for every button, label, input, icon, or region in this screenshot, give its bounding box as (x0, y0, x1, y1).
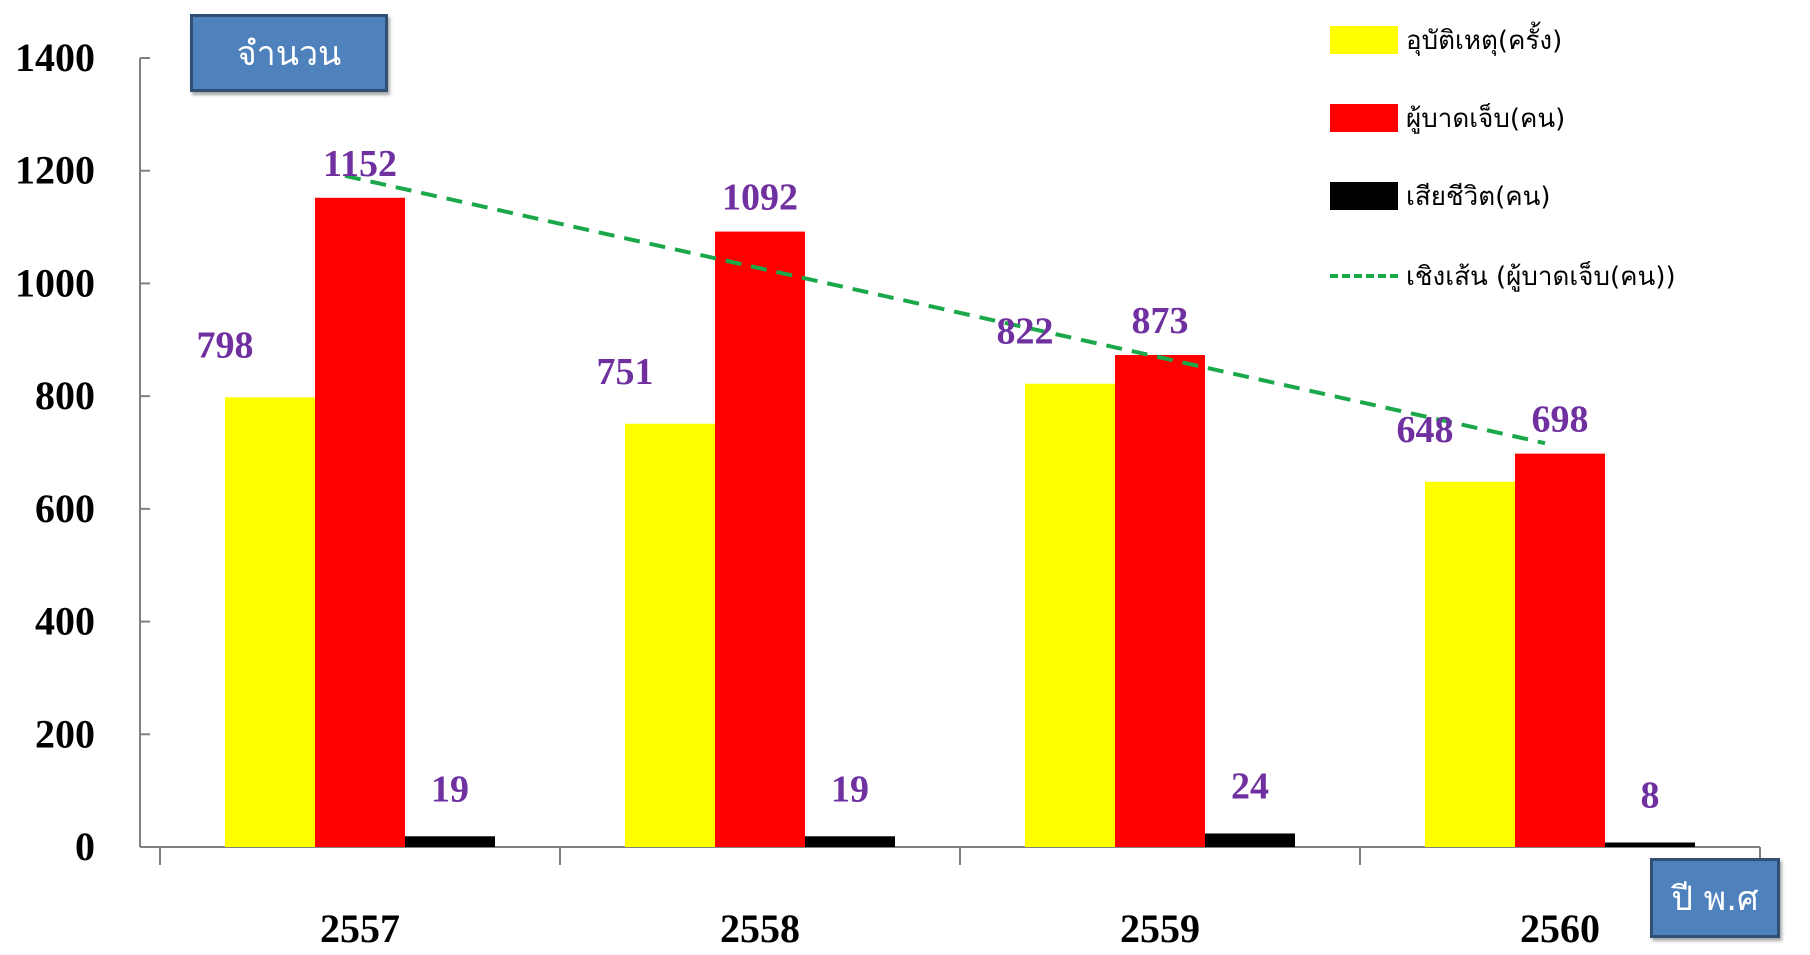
data-label-deaths-2557: 19 (431, 768, 469, 810)
legend-label-trendline: เชิงเส้น (ผู้บาดเจ็บ(คน)) (1406, 261, 1676, 292)
data-label-injured-2557: 1152 (323, 143, 397, 185)
bar-deaths-2559 (1205, 833, 1295, 847)
legend-label-injured: ผู้บาดเจ็บ(คน) (1406, 103, 1566, 134)
bar-deaths-2560 (1605, 842, 1695, 847)
bar-accidents-2557 (225, 397, 315, 847)
y-tick-label: 1000 (15, 260, 95, 305)
data-label-deaths-2558: 19 (831, 768, 869, 810)
data-label-accidents-2557: 798 (197, 324, 254, 366)
legend-swatch-trendline (1330, 274, 1398, 278)
legend-item-deaths: เสียชีวิต(คน) (1330, 176, 1551, 216)
y-tick-label: 600 (35, 486, 95, 531)
y-tick-label: 1200 (15, 148, 95, 193)
bar-deaths-2557 (405, 836, 495, 847)
legend-label-accidents: อุบัติเหตุ(ครั้ง) (1406, 25, 1563, 56)
legend-swatch-injured (1330, 104, 1398, 132)
data-labels: 798 751 822 648 1152 1092 873 698 19 19 24 8 (197, 143, 1660, 817)
bar-accidents-2558 (625, 423, 715, 847)
data-label-deaths-2560: 8 (1641, 774, 1660, 816)
legend-swatch-deaths (1330, 182, 1398, 210)
chart-legend: อุบัติเหตุ(ครั้ง) ผู้บาดเจ็บ(คน) เสียชีว… (1330, 14, 1810, 314)
x-tick-label: 2557 (320, 906, 400, 951)
y-axis-title: จำนวน (190, 14, 388, 92)
data-label-injured-2560: 698 (1532, 399, 1589, 441)
data-label-injured-2559: 873 (1132, 300, 1189, 342)
data-label-accidents-2559: 822 (997, 311, 1054, 353)
legend-item-injured: ผู้บาดเจ็บ(คน) (1330, 98, 1565, 138)
y-tick-label: 800 (35, 373, 95, 418)
y-tick-label: 200 (35, 711, 95, 756)
x-tick-label: 2558 (720, 906, 800, 951)
legend-swatch-accidents (1330, 26, 1398, 54)
data-label-accidents-2560: 648 (1397, 409, 1454, 451)
bar-injured-2559 (1115, 355, 1205, 847)
trend-line-group (344, 173, 1546, 446)
data-label-accidents-2558: 751 (597, 351, 654, 393)
data-label-injured-2558: 1092 (722, 177, 798, 219)
y-tick-label: 1400 (15, 35, 95, 80)
bar-accidents-2559 (1025, 383, 1115, 847)
bar-deaths-2558 (805, 836, 895, 847)
legend-item-trendline: เชิงเส้น (ผู้บาดเจ็บ(คน)) (1330, 256, 1676, 296)
legend-item-accidents: อุบัติเหตุ(ครั้ง) (1330, 20, 1562, 60)
data-label-deaths-2559: 24 (1231, 765, 1269, 807)
chart-axes: 0 200 400 600 800 1000 1200 1400 2557 2558 2559 256… (15, 35, 1761, 951)
chart-bars (225, 197, 1695, 847)
y-tick-label: 400 (35, 599, 95, 644)
x-tick-label: 2560 (1520, 906, 1600, 951)
bar-injured-2560 (1515, 453, 1605, 847)
bar-injured-2557 (315, 197, 405, 847)
x-axis-title: ปี พ.ศ (1650, 858, 1780, 938)
legend-label-deaths: เสียชีวิต(คน) (1406, 181, 1551, 212)
y-tick-label: 0 (75, 824, 95, 869)
bar-accidents-2560 (1425, 481, 1515, 847)
x-tick-label: 2559 (1120, 906, 1200, 951)
bar-injured-2558 (715, 231, 805, 847)
trend-line (344, 173, 1546, 446)
